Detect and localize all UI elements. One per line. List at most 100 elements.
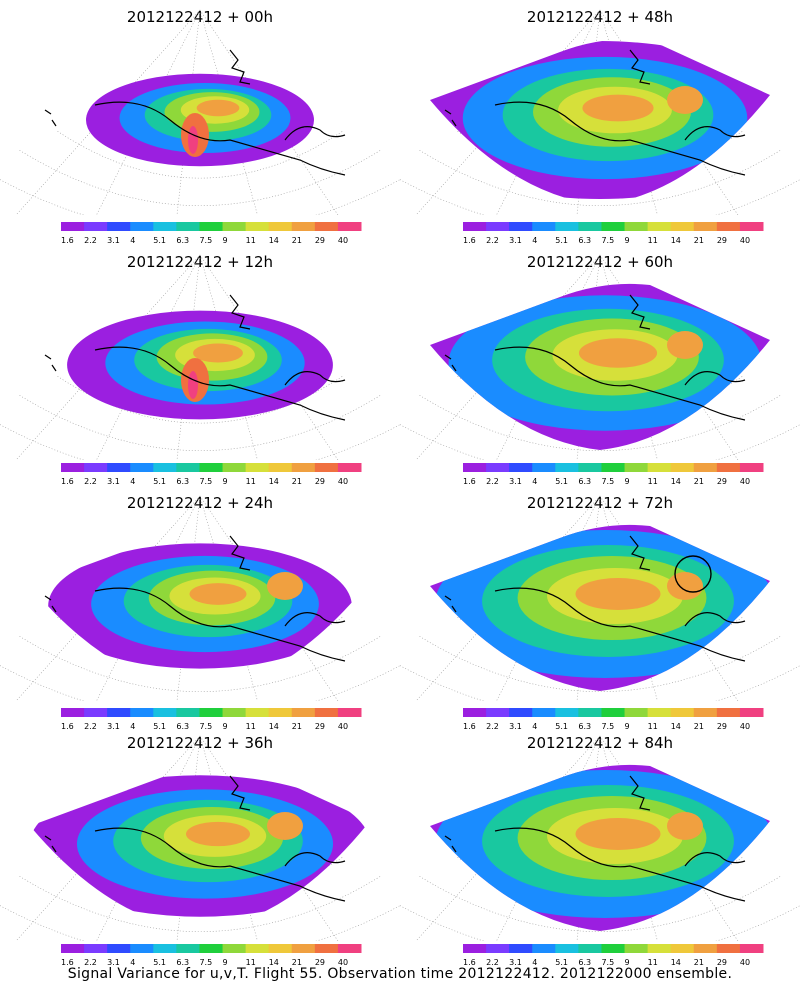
meridian-line xyxy=(415,9,601,215)
colorbar-swatch xyxy=(647,463,672,472)
colorbar-tick-label: 4 xyxy=(532,958,537,967)
meridian-line xyxy=(15,9,201,215)
colorbar-swatch xyxy=(601,944,626,953)
meridian-line xyxy=(415,254,601,460)
colorbar-tick-label: 11 xyxy=(648,958,658,967)
colorbar-swatch xyxy=(61,463,85,472)
colorbar-swatch xyxy=(153,222,177,231)
colorbar-swatch xyxy=(107,944,131,953)
colorbar-swatch xyxy=(61,708,85,717)
colorbar-swatch xyxy=(130,222,154,231)
colorbar: 1.6 2.2 3.1 4 5.1 6.3 7.5 9 11 14 21 29 40 xyxy=(61,222,362,245)
colorbar-tick-label: 40 xyxy=(338,722,348,731)
colorbar: 1.6 2.2 3.1 4 5.1 6.3 7.5 9 11 14 21 29 40 xyxy=(61,944,362,967)
colorbar-tick-label: 14 xyxy=(671,477,681,486)
colorbar-swatch xyxy=(268,708,293,717)
meridian-line xyxy=(15,254,201,460)
colorbar-tick-label: 3.1 xyxy=(107,477,120,486)
colorbar-swatch xyxy=(555,944,579,953)
colorbar-swatch xyxy=(532,944,556,953)
colorbar-swatch xyxy=(245,708,270,717)
colorbar-tick-label: 5.1 xyxy=(153,236,166,245)
colorbar-tick-label: 3.1 xyxy=(509,477,522,486)
colorbar-tick-label: 21 xyxy=(292,722,302,731)
colorbar-swatch xyxy=(291,944,316,953)
colorbar-swatch xyxy=(107,222,131,231)
colorbar-tick-label: 6.3 xyxy=(578,722,591,731)
colorbar-tick-label: 29 xyxy=(315,477,325,486)
colorbar-tick-label: 3.1 xyxy=(107,958,120,967)
colorbar-tick-label: 21 xyxy=(292,236,302,245)
colorbar-tick-label: 4 xyxy=(532,722,537,731)
colorbar-tick-label: 11 xyxy=(648,477,658,486)
panel-title: 2012122412 + 24h xyxy=(126,494,274,512)
latitude-line xyxy=(19,875,381,932)
variance-field xyxy=(430,524,770,692)
colorbar: 1.6 2.2 3.1 4 5.1 6.3 7.5 9 11 14 21 29 40 xyxy=(463,463,764,486)
colorbar-tick-label: 11 xyxy=(648,236,658,245)
colorbar-tick-label: 11 xyxy=(246,236,256,245)
colorbar-swatch xyxy=(555,708,579,717)
colorbar-tick-label: 6.3 xyxy=(578,477,591,486)
observation-circle xyxy=(674,555,712,593)
colorbar-swatch xyxy=(739,708,764,717)
latitude-line xyxy=(419,635,781,692)
colorbar-swatch xyxy=(176,944,200,953)
colorbar-swatch xyxy=(463,944,487,953)
latitude-line xyxy=(19,635,381,692)
latitude-line xyxy=(400,905,800,941)
panel-84h: 2012122412 + 84h 1.6 2.2 3.1 4 5.1 6.3 7.5 9 11 1… xyxy=(400,726,800,971)
colorbar-tick-label: 3.1 xyxy=(509,722,522,731)
colorbar-swatch xyxy=(130,944,154,953)
coastlines xyxy=(44,775,346,902)
colorbar-swatch xyxy=(670,708,695,717)
latitude-line xyxy=(400,179,800,215)
colorbar-swatch xyxy=(84,708,108,717)
colorbar-swatch xyxy=(107,708,131,717)
colorbar-swatch xyxy=(670,944,695,953)
colorbar-swatch xyxy=(291,708,316,717)
colorbar-tick-label: 21 xyxy=(292,958,302,967)
variance-field xyxy=(48,543,352,669)
colorbar-tick-label: 7.5 xyxy=(199,958,212,967)
colorbar-swatch xyxy=(176,708,200,717)
colorbar-tick-label: 29 xyxy=(315,236,325,245)
panel-24h: 2012122412 + 24h 1.6 2.2 3.1 4 5.1 6.3 7.5 9 11 1… xyxy=(0,486,400,731)
colorbar-tick-label: 9 xyxy=(625,477,630,486)
latitude-line xyxy=(0,905,400,941)
colorbar-tick-label: 11 xyxy=(246,722,256,731)
panel-title: 2012122412 + 72h xyxy=(526,494,674,512)
colorbar-swatch xyxy=(337,222,362,231)
colorbar-swatch xyxy=(268,944,293,953)
colorbar-tick-label: 29 xyxy=(717,477,727,486)
panel-title: 2012122412 + 60h xyxy=(526,253,674,271)
colorbar-swatch xyxy=(739,222,764,231)
colorbar-tick-label: 4 xyxy=(130,958,135,967)
panel-title: 2012122412 + 00h xyxy=(126,8,274,26)
variance-field xyxy=(30,775,370,917)
colorbar-swatch xyxy=(716,463,741,472)
colorbar-swatch xyxy=(693,708,718,717)
colorbar-tick-label: 1.6 xyxy=(463,722,476,731)
colorbar-tick-label: 4 xyxy=(130,722,135,731)
colorbar-swatch xyxy=(245,222,270,231)
colorbar-swatch xyxy=(578,944,602,953)
latitude-line xyxy=(0,665,400,701)
latitude-line xyxy=(0,179,400,215)
colorbar-swatch xyxy=(222,944,247,953)
colorbar-tick-label: 29 xyxy=(717,958,727,967)
colorbar-tick-label: 5.1 xyxy=(153,477,166,486)
colorbar-tick-label: 9 xyxy=(625,236,630,245)
coastlines xyxy=(444,535,746,662)
meridian-line xyxy=(199,9,258,215)
coastlines xyxy=(444,775,746,902)
colorbar-swatch xyxy=(199,463,224,472)
panel-60h: 2012122412 + 60h 1.6 2.2 3.1 4 5.1 6.3 7.5 9 11 1… xyxy=(400,245,800,490)
colorbar-tick-label: 9 xyxy=(625,722,630,731)
variance-field xyxy=(430,764,770,932)
colorbar-tick-label: 7.5 xyxy=(199,236,212,245)
colorbar-tick-label: 3.1 xyxy=(107,722,120,731)
colorbar-swatch xyxy=(176,463,200,472)
meridian-line xyxy=(15,735,201,941)
colorbar-tick-label: 2.2 xyxy=(84,236,97,245)
